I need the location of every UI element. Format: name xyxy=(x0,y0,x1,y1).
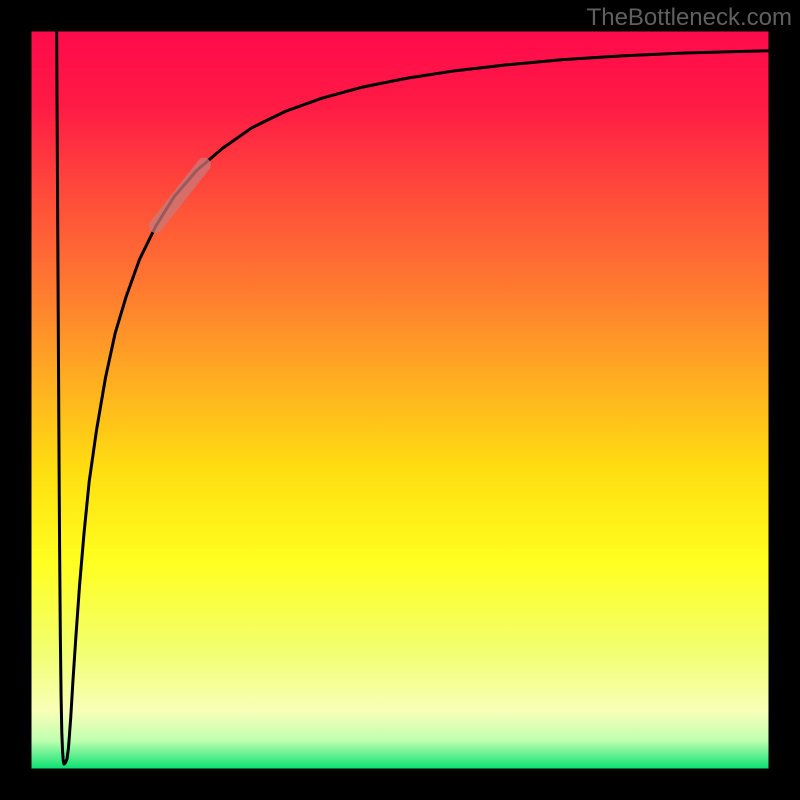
chart-background xyxy=(30,30,770,770)
bottleneck-chart xyxy=(0,0,800,800)
watermark-text: TheBottleneck.com xyxy=(587,4,792,32)
